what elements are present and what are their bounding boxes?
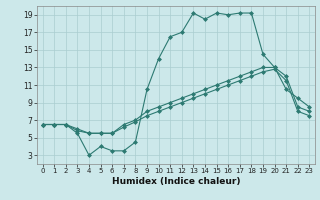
X-axis label: Humidex (Indice chaleur): Humidex (Indice chaleur) — [112, 177, 240, 186]
